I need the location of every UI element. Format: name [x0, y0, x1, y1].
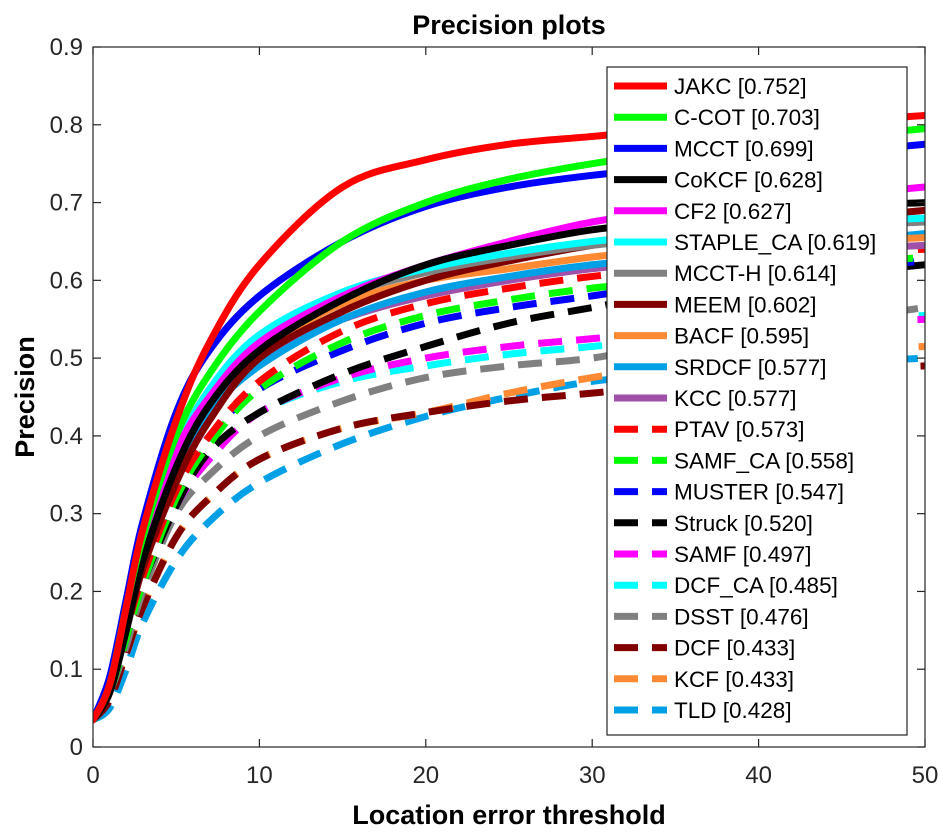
y-tick-label: 0.3	[50, 501, 83, 528]
y-tick-label: 0.9	[50, 34, 83, 61]
legend-entry-cokcf: CoKCF [0.628]	[614, 168, 823, 193]
y-tick-label: 0.5	[50, 345, 83, 372]
y-tick-label: 0.2	[50, 578, 83, 605]
legend-entry-muster: MUSTER [0.547]	[614, 480, 844, 505]
x-tick-label: 20	[412, 762, 439, 789]
legend-entry-bacf: BACF [0.595]	[614, 324, 809, 349]
legend-label: DCF [0.433]	[674, 636, 795, 661]
legend-entry-kcc: KCC [0.577]	[614, 386, 797, 411]
y-tick-label: 0	[70, 734, 83, 761]
y-tick-label: 0.1	[50, 656, 83, 683]
legend-label: MEEM [0.602]	[674, 292, 817, 317]
legend-label: Struck [0.520]	[674, 511, 813, 536]
x-tick-label: 0	[86, 762, 99, 789]
legend-label: CoKCF [0.628]	[674, 168, 823, 193]
legend-label: TLD [0.428]	[674, 698, 792, 723]
legend-entry-tld: TLD [0.428]	[614, 698, 792, 723]
legend-label: JAKC [0.752]	[674, 74, 807, 99]
legend-entry-jakc: JAKC [0.752]	[614, 74, 807, 99]
legend-entry-dcf: DCF [0.433]	[614, 636, 795, 661]
y-tick-label: 0.8	[50, 112, 83, 139]
x-tick-label: 50	[912, 762, 938, 789]
chart-title: Precision plots	[412, 10, 606, 40]
legend-entry-staple-ca: STAPLE_CA [0.619]	[614, 230, 876, 255]
legend: JAKC [0.752] C-COT [0.703] MCCT [0.699] CoK…	[606, 66, 908, 736]
legend-entry-meem: MEEM [0.602]	[614, 292, 817, 317]
legend-label: MUSTER [0.547]	[674, 480, 844, 505]
legend-entry-kcf: KCF [0.433]	[614, 667, 794, 692]
y-tick-label: 0.7	[50, 190, 83, 217]
legend-label: DCF_CA [0.485]	[674, 573, 838, 598]
legend-entry-mcct: MCCT [0.699]	[614, 136, 814, 161]
legend-label: SAMF_CA [0.558]	[674, 448, 854, 473]
legend-entry-c-cot: C-COT [0.703]	[614, 105, 820, 130]
legend-entry-dsst: DSST [0.476]	[614, 604, 809, 629]
legend-entry-dcf-ca: DCF_CA [0.485]	[614, 573, 838, 598]
legend-label: PTAV [0.573]	[674, 417, 805, 442]
legend-entry-samf: SAMF [0.497]	[614, 542, 812, 567]
legend-items: JAKC [0.752] C-COT [0.703] MCCT [0.699] CoK…	[614, 74, 876, 723]
legend-label: SAMF [0.497]	[674, 542, 812, 567]
legend-entry-cf2: CF2 [0.627]	[614, 199, 792, 224]
legend-entry-mcct-h: MCCT-H [0.614]	[614, 261, 837, 286]
y-tick-label: 0.4	[50, 423, 83, 450]
plot-frame	[92, 46, 926, 748]
legend-entry-struck: Struck [0.520]	[614, 511, 813, 536]
y-tick-label: 0.6	[50, 267, 83, 294]
legend-label: MCCT [0.699]	[674, 136, 814, 161]
legend-label: BACF [0.595]	[674, 324, 809, 349]
legend-label: DSST [0.476]	[674, 604, 809, 629]
x-tick-label: 30	[579, 762, 606, 789]
y-axis-label: Precision	[10, 336, 40, 458]
legend-entry-ptav: PTAV [0.573]	[614, 417, 805, 442]
legend-entry-srdcf: SRDCF [0.577]	[614, 355, 827, 380]
legend-label: CF2 [0.627]	[674, 199, 792, 224]
x-tick-label: 10	[246, 762, 273, 789]
legend-entry-samf-ca: SAMF_CA [0.558]	[614, 448, 854, 473]
legend-label: SRDCF [0.577]	[674, 355, 827, 380]
x-tick-label: 40	[745, 762, 772, 789]
ticks-layer: 0 10 20 30 40 50 0 0.1 0.2 0.3 0.4 0.5 0.6 0.7 0.8 0.9	[50, 34, 938, 789]
x-axis-label: Location error threshold	[352, 800, 666, 830]
legend-label: KCF [0.433]	[674, 667, 794, 692]
legend-label: MCCT-H [0.614]	[674, 261, 837, 286]
legend-label: STAPLE_CA [0.619]	[674, 230, 876, 255]
legend-label: C-COT [0.703]	[674, 105, 820, 130]
legend-label: KCC [0.577]	[674, 386, 797, 411]
